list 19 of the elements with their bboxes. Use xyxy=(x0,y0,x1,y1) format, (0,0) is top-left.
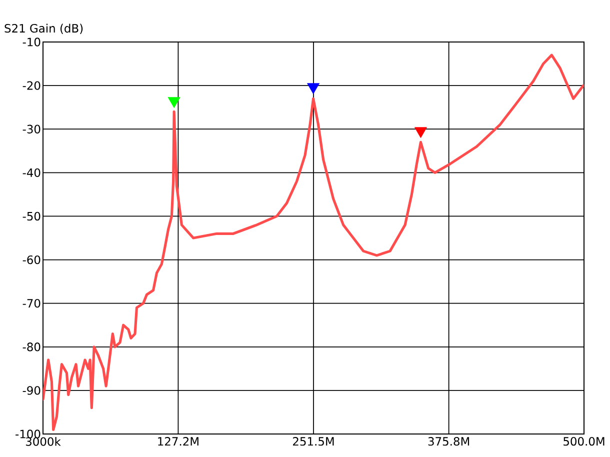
y-tick-label: -70 xyxy=(22,299,40,308)
point xyxy=(414,127,427,138)
x-tick-label: 3000k xyxy=(26,437,61,446)
x-tick-label: 127.2M xyxy=(158,437,198,446)
x-tick-label: 500.0M xyxy=(564,437,604,446)
x-tick-label: 375.8M xyxy=(428,437,470,446)
y-tick-label: -30 xyxy=(22,124,40,134)
y-axis-title: S21 Gain (dB) xyxy=(4,24,83,34)
point xyxy=(307,83,320,94)
y-tick-label: -10 xyxy=(22,38,40,46)
point xyxy=(168,97,180,108)
y-tick-label: -50 xyxy=(22,212,40,221)
y-tick-label: -100 xyxy=(16,430,40,438)
y-tick-label: -60 xyxy=(22,255,40,264)
x-tick-label: 251.5M xyxy=(293,437,334,446)
y-tick-label: -90 xyxy=(22,386,40,395)
y-tick-label: -80 xyxy=(22,342,40,352)
y-tick-label: -40 xyxy=(22,168,40,177)
y-tick-label: -20 xyxy=(22,81,40,90)
